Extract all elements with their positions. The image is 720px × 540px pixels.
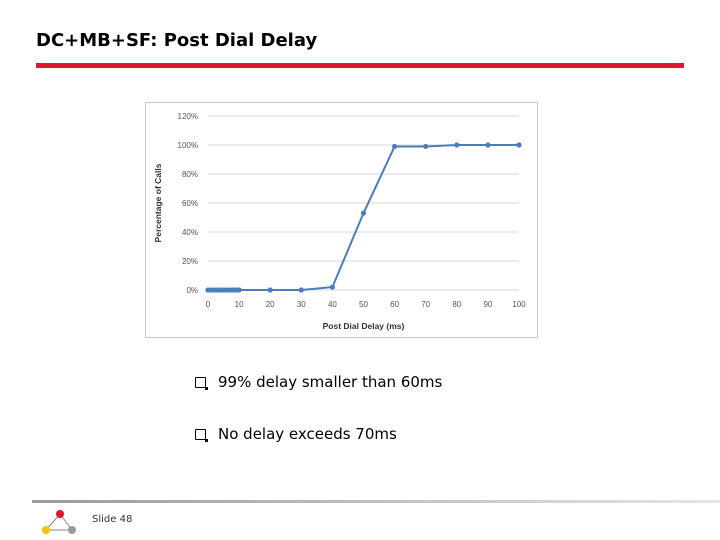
data-point	[454, 142, 460, 148]
y-tick-label: 60%	[182, 199, 198, 208]
data-point	[298, 287, 304, 293]
bullet-item: No delay exceeds 70ms	[195, 424, 442, 444]
series-line	[208, 144, 519, 291]
x-tick-label: 60	[390, 300, 399, 309]
post-dial-delay-chart: 0% 20% 40% 60% 80% 100% 120% 0 10 20 30 40 50 60 70 80 9…	[153, 112, 526, 331]
y-tick-label: 0%	[186, 286, 198, 295]
x-tick-label: 20	[266, 300, 275, 309]
data-point	[516, 142, 522, 148]
data-point	[423, 143, 429, 150]
chart-frame: 0% 20% 40% 60% 80% 100% 120% 0 10 20 30 40 50 60 70 80 9…	[145, 102, 538, 338]
x-tick-label: 80	[452, 300, 461, 309]
data-point	[360, 210, 367, 216]
title-divider	[36, 63, 684, 68]
x-tick-label: 40	[328, 300, 337, 309]
x-tick-label: 90	[483, 300, 492, 309]
x-axis-label: Post Dial Delay (ms)	[323, 321, 405, 331]
x-tick-label: 70	[421, 300, 430, 309]
data-point	[236, 287, 242, 293]
y-tick-label: 80%	[182, 170, 198, 179]
y-tick-label: 40%	[182, 228, 198, 237]
footer-divider	[32, 500, 720, 503]
x-tick-label: 30	[297, 300, 306, 309]
bullet-item: 99% delay smaller than 60ms	[195, 372, 442, 392]
data-point	[392, 143, 398, 150]
bullet-text: No delay exceeds 70ms	[218, 425, 397, 443]
checkbox-bullet-icon	[195, 428, 208, 442]
data-point	[329, 284, 335, 290]
y-tick-label: 20%	[182, 257, 198, 266]
x-tick-label: 0	[206, 300, 211, 309]
slide-number: Slide 48	[92, 514, 133, 525]
network-logo-icon	[42, 510, 76, 534]
x-tick-label: 100	[512, 300, 526, 309]
x-tick-label: 50	[359, 300, 368, 309]
checkbox-bullet-icon	[195, 376, 208, 390]
y-tick-label: 100%	[178, 141, 198, 150]
data-point	[485, 142, 491, 148]
bullet-text: 99% delay smaller than 60ms	[218, 373, 443, 391]
y-tick-label: 120%	[178, 112, 198, 121]
slide-title: DC+MB+SF: Post Dial Delay	[36, 30, 318, 51]
bullet-list: 99% delay smaller than 60ms No delay exc…	[195, 372, 442, 476]
y-axis-label: Percentage of Calls	[153, 163, 163, 242]
data-point	[267, 287, 273, 293]
x-tick-label: 10	[235, 300, 244, 309]
